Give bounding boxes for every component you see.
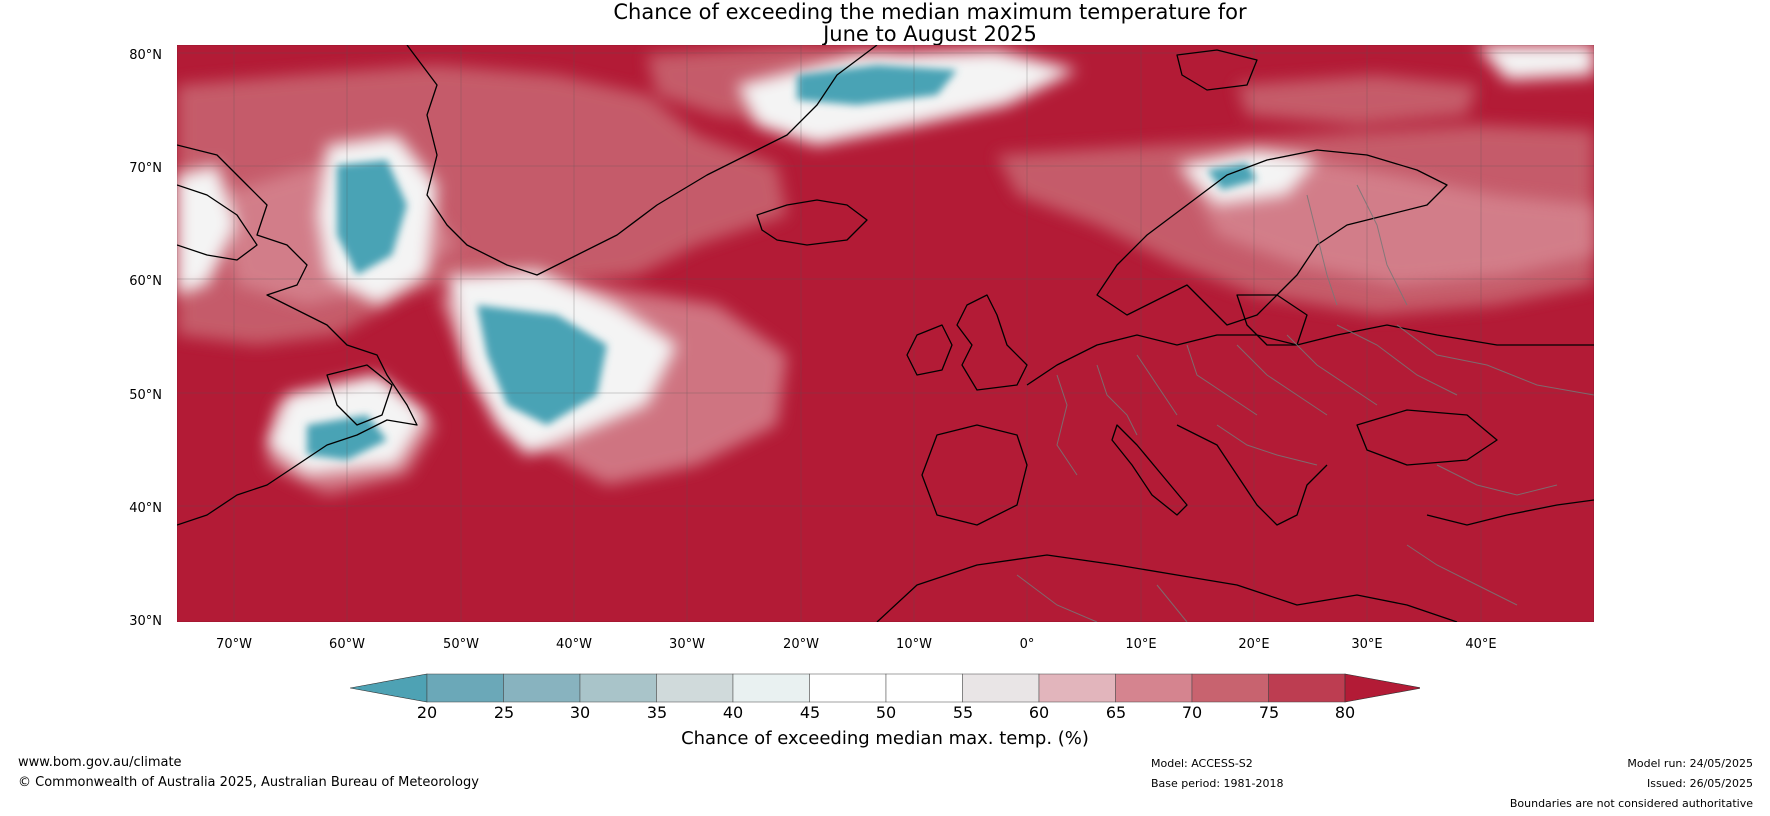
lon-label-50w: 50°W — [443, 637, 479, 652]
colorbar-tick-50: 50 — [875, 703, 897, 722]
colorbar-tick-20: 20 — [416, 703, 438, 722]
footer-website: www.bom.gov.au/climate — [18, 755, 182, 770]
footer-copyright: © Commonwealth of Australia 2025, Austra… — [18, 775, 479, 790]
coastline-north-america — [177, 144, 418, 526]
colorbar-tick-40: 40 — [722, 703, 744, 722]
colorbar-bin — [426, 673, 504, 703]
lat-label-80n: 80°N — [129, 48, 162, 63]
coastline-black-sea — [1356, 409, 1498, 466]
lat-label-40n: 40°N — [129, 501, 162, 516]
lat-label-50n: 50°N — [129, 388, 162, 403]
colorbar-extend-low — [350, 673, 428, 703]
coastline-newfoundland — [326, 364, 393, 426]
map-title-line2: June to August 2025 — [823, 22, 1037, 46]
colorbar-extend-high — [1344, 673, 1420, 703]
coastline-ireland — [906, 324, 953, 376]
colorbar-bin — [809, 673, 887, 703]
colorbar-tick-75: 75 — [1258, 703, 1280, 722]
colorbar-bin — [503, 673, 581, 703]
map-title-line1: Chance of exceeding the median maximum t… — [613, 0, 1247, 24]
colorbar — [350, 673, 1420, 703]
colorbar-tick-80: 80 — [1334, 703, 1356, 722]
colorbar-bin — [885, 673, 963, 703]
coastline-baffin — [177, 184, 258, 261]
coastline-north-africa — [876, 554, 1458, 622]
lon-label-30e: 30°E — [1351, 637, 1383, 652]
footer-disclaimer: Boundaries are not considered authoritat… — [1509, 797, 1753, 810]
colorbar-tick-65: 65 — [1105, 703, 1127, 722]
colorbar-bin — [732, 673, 810, 703]
colorbar-tick-70: 70 — [1181, 703, 1203, 722]
coastline-greenland — [406, 45, 878, 276]
coastline-svalbard — [1176, 49, 1258, 91]
coastline-iberia — [921, 424, 1028, 526]
lon-label-40w: 40°W — [556, 637, 592, 652]
coastline-balkans — [1176, 424, 1328, 526]
colorbar-tick-35: 35 — [646, 703, 668, 722]
lon-label-70w: 70°W — [216, 637, 252, 652]
colorbar-bin — [1115, 673, 1193, 703]
footer-model-run: Model run: 24/05/2025 — [1627, 757, 1753, 770]
colorbar-title: Chance of exceeding median max. temp. (%… — [681, 728, 1089, 749]
colorbar-bin — [1268, 673, 1346, 703]
national-borders — [1016, 184, 1594, 622]
lon-label-30w: 30°W — [669, 637, 705, 652]
lat-label-70n: 70°N — [129, 161, 162, 176]
lon-label-40e: 40°E — [1465, 637, 1497, 652]
coastline-italy — [1111, 424, 1188, 516]
coastline-scandinavia — [1096, 149, 1448, 326]
footer-model: Model: ACCESS-S2 — [1151, 757, 1253, 770]
colorbar-tick-45: 45 — [799, 703, 821, 722]
colorbar-bin — [962, 673, 1040, 703]
lat-label-30n: 30°N — [129, 614, 162, 629]
lon-label-60w: 60°W — [329, 637, 365, 652]
colorbar-tick-60: 60 — [1028, 703, 1050, 722]
colorbar-bin — [1191, 673, 1269, 703]
colorbar-tick-55: 55 — [952, 703, 974, 722]
probability-map — [177, 45, 1594, 622]
lon-label-0: 0° — [1019, 637, 1035, 652]
colorbar-tick-25: 25 — [493, 703, 515, 722]
coastline-iceland — [756, 199, 868, 246]
lon-label-20w: 20°W — [783, 637, 819, 652]
lon-label-10w: 10°W — [896, 637, 932, 652]
coastline-great-britain — [956, 294, 1028, 391]
lat-label-60n: 60°N — [129, 274, 162, 289]
colorbar-tick-30: 30 — [569, 703, 591, 722]
lon-label-10e: 10°E — [1125, 637, 1157, 652]
footer-base-period: Base period: 1981-2018 — [1151, 777, 1284, 790]
coastline-middle-east — [1426, 499, 1594, 526]
lon-label-20e: 20°E — [1238, 637, 1270, 652]
colorbar-bin — [1038, 673, 1116, 703]
footer-issued: Issued: 26/05/2025 — [1646, 777, 1753, 790]
colorbar-bin — [579, 673, 657, 703]
colorbar-bin — [656, 673, 734, 703]
